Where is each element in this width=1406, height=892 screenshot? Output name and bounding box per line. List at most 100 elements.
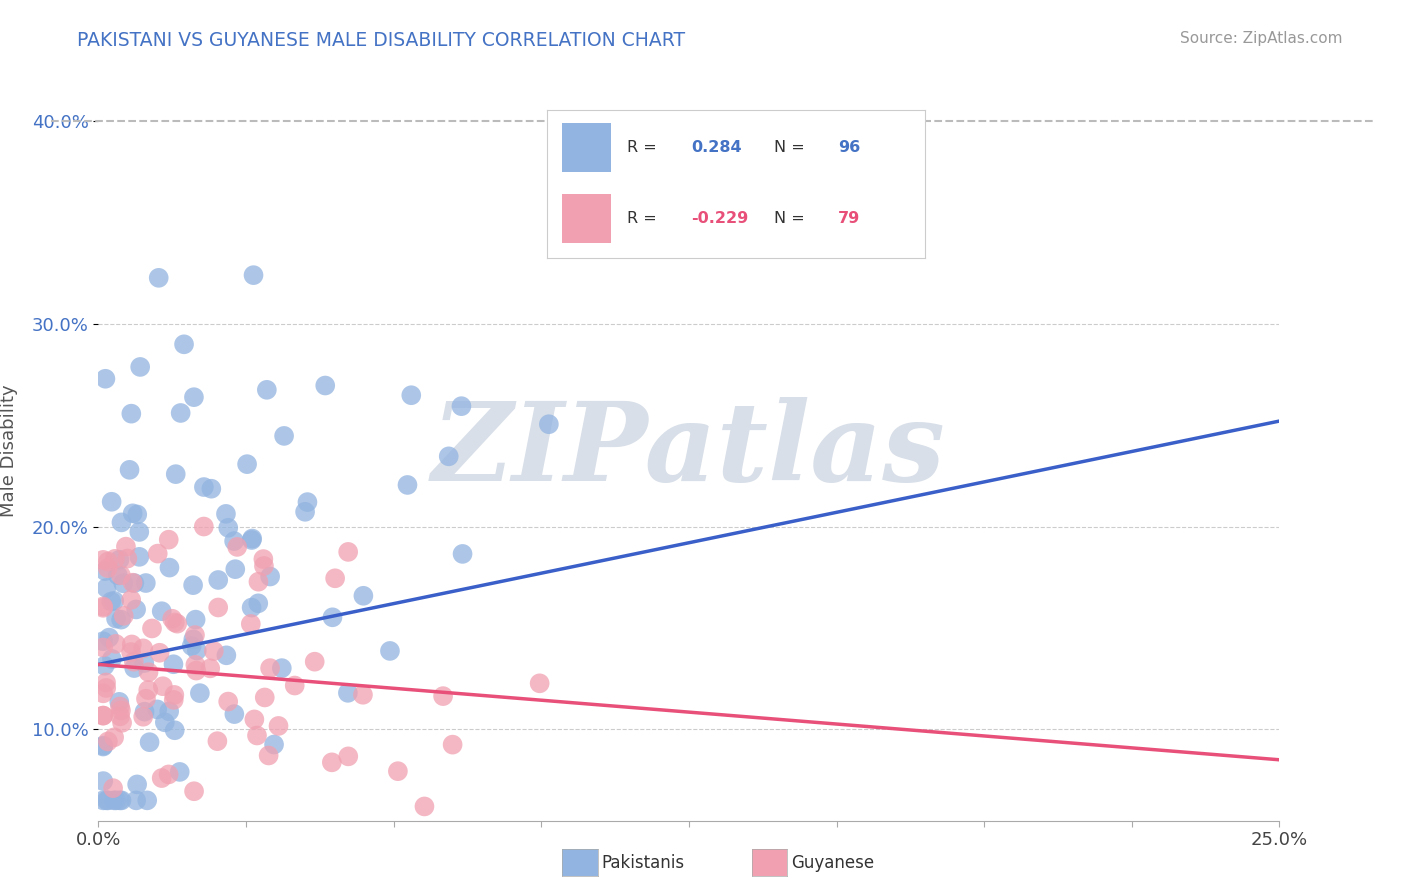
Point bbox=[396, 478, 419, 492]
Point bbox=[193, 519, 215, 533]
Point bbox=[236, 457, 259, 471]
Point bbox=[336, 686, 359, 700]
Point bbox=[252, 552, 274, 566]
Point bbox=[413, 799, 436, 814]
Point bbox=[96, 793, 118, 807]
Point bbox=[91, 774, 114, 789]
Point bbox=[163, 693, 186, 707]
Point bbox=[247, 574, 270, 589]
Point bbox=[91, 553, 114, 567]
Point bbox=[121, 506, 143, 520]
Point bbox=[118, 463, 141, 477]
Point bbox=[98, 631, 121, 645]
Point bbox=[125, 793, 148, 807]
Point bbox=[432, 689, 454, 703]
Point bbox=[257, 748, 280, 763]
Point bbox=[159, 560, 181, 574]
Point bbox=[451, 547, 474, 561]
Y-axis label: Male Disability: Male Disability bbox=[0, 384, 18, 516]
Point bbox=[111, 715, 134, 730]
Point bbox=[112, 576, 135, 591]
Point bbox=[120, 407, 142, 421]
Point bbox=[160, 612, 183, 626]
Point bbox=[96, 681, 118, 695]
Point bbox=[129, 359, 152, 374]
Point bbox=[207, 573, 229, 587]
Point bbox=[108, 553, 131, 567]
Point bbox=[93, 739, 115, 753]
Point bbox=[124, 576, 146, 591]
Point bbox=[246, 729, 269, 743]
Point bbox=[157, 705, 180, 719]
Point bbox=[93, 658, 115, 673]
Point bbox=[108, 793, 131, 807]
Point bbox=[239, 616, 262, 631]
Point bbox=[146, 702, 169, 716]
Point bbox=[224, 562, 246, 576]
Point bbox=[97, 793, 120, 807]
Point bbox=[91, 600, 114, 615]
Point bbox=[441, 738, 464, 752]
Point bbox=[103, 731, 125, 745]
Point bbox=[152, 679, 174, 693]
Point bbox=[121, 575, 143, 590]
Point bbox=[378, 644, 401, 658]
Point bbox=[163, 688, 186, 702]
Point bbox=[180, 639, 202, 653]
Point bbox=[94, 564, 117, 578]
Point bbox=[169, 406, 191, 420]
Point bbox=[242, 268, 264, 282]
Point bbox=[135, 691, 157, 706]
Point bbox=[294, 505, 316, 519]
Point bbox=[183, 390, 205, 404]
Point bbox=[188, 686, 211, 700]
Point bbox=[112, 608, 135, 623]
Point bbox=[132, 710, 155, 724]
Point bbox=[110, 703, 132, 717]
Point bbox=[181, 632, 204, 647]
Point bbox=[100, 495, 122, 509]
Point bbox=[96, 581, 118, 595]
Point bbox=[148, 270, 170, 285]
Text: Guyanese: Guyanese bbox=[792, 855, 875, 872]
Point bbox=[110, 613, 132, 627]
Point bbox=[183, 784, 205, 798]
Point bbox=[121, 637, 143, 651]
Point bbox=[184, 613, 207, 627]
Point bbox=[94, 675, 117, 690]
Point bbox=[215, 648, 238, 663]
Point bbox=[91, 739, 114, 754]
Point bbox=[150, 771, 173, 785]
Point bbox=[108, 709, 131, 723]
Point bbox=[120, 645, 142, 659]
Point bbox=[256, 383, 278, 397]
Point bbox=[101, 781, 124, 796]
Point bbox=[173, 337, 195, 351]
Point bbox=[163, 723, 186, 738]
Point bbox=[224, 534, 246, 549]
Point bbox=[132, 641, 155, 656]
Point bbox=[91, 599, 114, 614]
Point bbox=[157, 767, 180, 781]
Point bbox=[110, 793, 132, 807]
Point bbox=[207, 734, 229, 748]
Point bbox=[321, 756, 343, 770]
Point bbox=[122, 661, 145, 675]
Point bbox=[193, 480, 215, 494]
Point bbox=[97, 555, 120, 569]
Point bbox=[314, 378, 336, 392]
Point bbox=[115, 540, 138, 554]
Point bbox=[337, 545, 360, 559]
Point bbox=[247, 596, 270, 610]
Point bbox=[91, 686, 114, 700]
Point bbox=[150, 604, 173, 618]
Point bbox=[128, 549, 150, 564]
Text: ZIPatlas: ZIPatlas bbox=[432, 397, 946, 504]
Point bbox=[263, 738, 285, 752]
Point bbox=[135, 576, 157, 591]
Point bbox=[215, 507, 238, 521]
Point bbox=[91, 640, 114, 655]
Point bbox=[91, 793, 114, 807]
Point bbox=[105, 611, 128, 625]
Point bbox=[91, 634, 114, 648]
